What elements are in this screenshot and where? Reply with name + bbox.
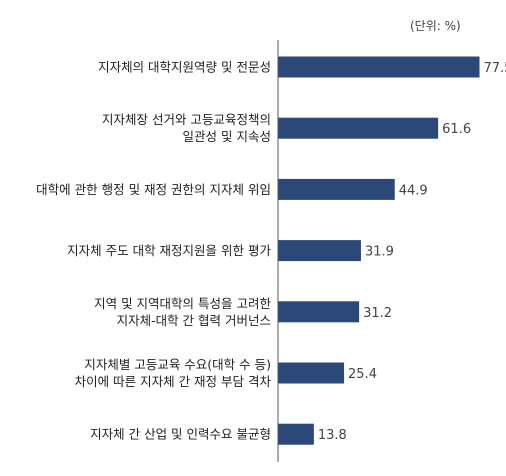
bar-2 xyxy=(278,117,439,139)
value-label-7: 13.8 xyxy=(318,428,347,443)
bar-5 xyxy=(278,301,360,323)
category-label-3: 대학에 관한 행정 및 재정 권한의 지자체 위임 xyxy=(36,182,271,197)
category-label-line: 지자체의 대학지원역량 및 전문성 xyxy=(98,60,271,75)
value-label-6: 25.4 xyxy=(348,367,377,382)
bars-layer xyxy=(278,56,480,445)
category-label-line: 지자체별 고등교육 수요(대학 수 등) xyxy=(84,357,271,372)
category-label-line: 차이에 따른 지자체 간 재정 부담 격차 xyxy=(75,374,272,389)
value-label-2: 61.6 xyxy=(442,122,471,137)
bar-3 xyxy=(278,178,395,200)
category-label-line: 지자체 주도 대학 재정지원을 위한 평가 xyxy=(67,243,271,258)
category-label-4: 지자체 주도 대학 재정지원을 위한 평가 xyxy=(67,243,271,258)
value-label-4: 31.9 xyxy=(365,245,394,260)
category-label-line: 지역 및 지역대학의 특성을 고려한 xyxy=(94,296,271,311)
bar-1 xyxy=(278,56,480,78)
category-label-line: 지자체 간 산업 및 인력수요 불균형 xyxy=(90,427,271,442)
value-label-1: 77.5 xyxy=(484,61,506,76)
bar-6 xyxy=(278,362,345,384)
value-label-5: 31.2 xyxy=(363,306,392,321)
unit-note: (단위: %) xyxy=(410,19,461,33)
value-labels-layer: 77.5 61.6 44.9 31.9 31.2 25.4 13.8 xyxy=(318,61,506,443)
category-label-1: 지자체의 대학지원역량 및 전문성 xyxy=(98,60,271,75)
category-label-line: 지자체-대학 간 협력 거버넌스 xyxy=(117,313,271,328)
value-label-3: 44.9 xyxy=(399,183,428,198)
bar-4 xyxy=(278,240,361,262)
category-label-6: 지자체별 고등교육 수요(대학 수 등) 차이에 따른 지자체 간 재정 부담 격… xyxy=(75,357,272,389)
category-label-7: 지자체 간 산업 및 인력수요 불균형 xyxy=(90,427,271,442)
category-label-line: 대학에 관한 행정 및 재정 권한의 지자체 위임 xyxy=(36,182,271,197)
bar-7 xyxy=(278,423,314,445)
category-label-line: 지자체장 선거와 고등교육정책의 xyxy=(102,112,271,127)
category-label-line: 일관성 및 지속성 xyxy=(183,129,271,144)
